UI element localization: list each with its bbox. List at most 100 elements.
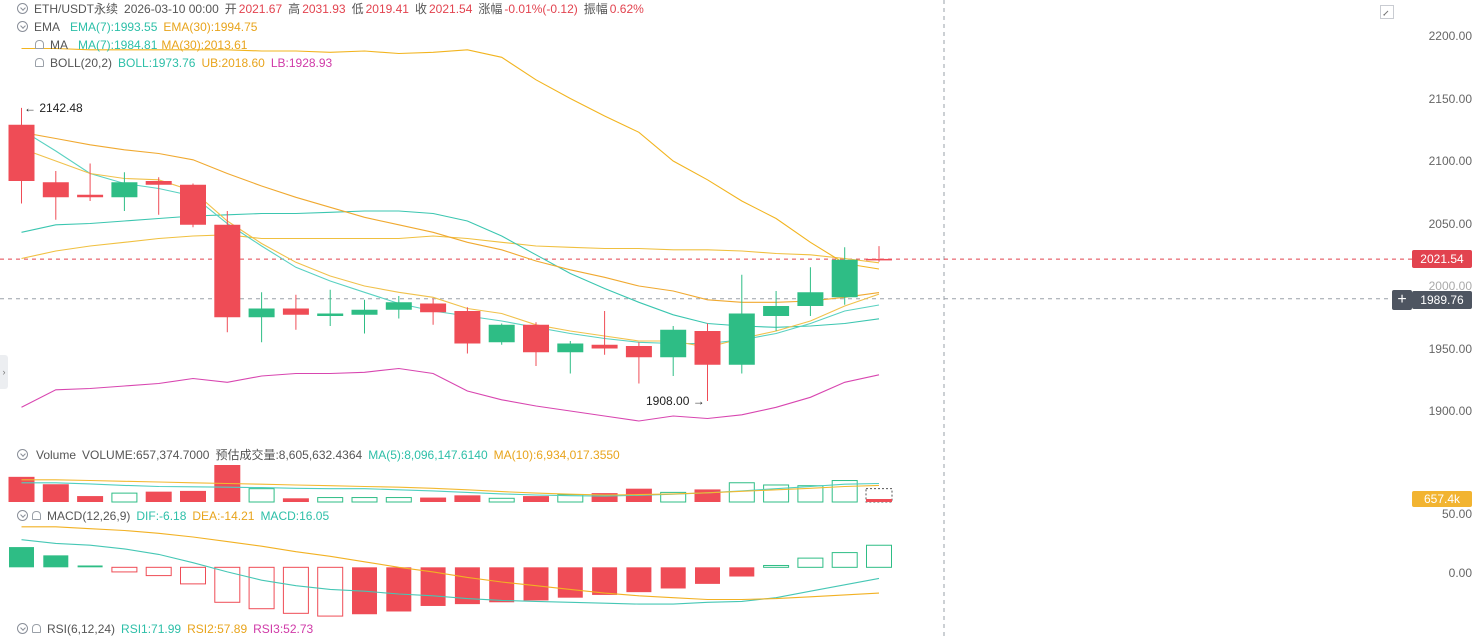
macd-histogram-bar (831, 552, 858, 568)
macd-histogram-bar (523, 567, 549, 601)
candle-body (523, 324, 549, 353)
high-value: 2031.93 (302, 1, 346, 16)
bell-icon[interactable] (32, 624, 41, 633)
boll-name: BOLL(20,2) (50, 55, 113, 70)
macd-histogram-bar (763, 564, 790, 568)
price-tick-label: 2200.00 (1428, 29, 1472, 43)
candle-body (763, 306, 790, 316)
volume-tag: 657.4k (1412, 491, 1472, 507)
macd-histogram-bar (489, 567, 515, 603)
high-label: 高 (288, 2, 301, 16)
macd-histogram-bar (248, 566, 275, 610)
price-tick-label: 2000.00 (1428, 279, 1472, 293)
rsi2-value: RSI2:57.89 (187, 621, 248, 636)
candle-body (454, 311, 481, 344)
collapse-chevron-icon[interactable] (17, 3, 28, 14)
ema30-line (21, 131, 880, 303)
change-label: 涨幅 (478, 2, 503, 16)
last-price-tag: 2021.54 (1412, 250, 1472, 268)
amplitude-value: 0.62% (609, 1, 644, 16)
ma7-line (21, 129, 880, 345)
price-tick-label: 2150.00 (1428, 92, 1472, 106)
macd-histogram-bar (797, 557, 824, 568)
low-annotation: 1908.00 → (646, 394, 705, 408)
candle-body (557, 343, 584, 353)
ma-name: MA (50, 37, 68, 52)
volume-bar (591, 493, 618, 502)
collapse-chevron-icon[interactable] (17, 449, 28, 460)
volume-name: Volume (36, 447, 77, 462)
bell-icon[interactable] (35, 58, 44, 67)
boll-lb-line (21, 367, 880, 422)
bell-icon[interactable] (32, 511, 41, 520)
fullscreen-icon[interactable] (1380, 5, 1394, 19)
macd-histogram-bar (557, 567, 583, 598)
volume-bar (145, 491, 172, 502)
volume-tag-text: 657.4k (1423, 492, 1461, 506)
macd-histogram-bar (111, 566, 138, 573)
candle-body (660, 329, 687, 358)
ema7-value: EMA(7):1993.55 (70, 19, 158, 34)
high-annotation-value: 2142.48 (39, 101, 83, 115)
macd-tick-label: 0.00 (1448, 566, 1472, 580)
candle-body (180, 184, 206, 225)
price-tick-label: 1900.00 (1428, 404, 1472, 418)
add-plus-icon[interactable]: + (1392, 290, 1412, 310)
macd-dea-line (21, 526, 880, 601)
candle-body (145, 181, 172, 185)
macd-histogram-bar (386, 567, 412, 612)
high-annotation: ← 2142.48 (24, 101, 83, 115)
boll-lb-value: LB:1928.93 (270, 55, 333, 70)
volume-legend: Volume VOLUME:657,374.7000 预估成交量:8,605,6… (17, 447, 626, 462)
amplitude-label: 振幅 (583, 2, 608, 16)
macd-histogram-bar (866, 544, 892, 568)
candle-body (488, 324, 515, 343)
datetime-label: 2026-03-10 00:00 (124, 1, 219, 16)
close-label: 收 (414, 2, 427, 16)
volume-bar (111, 492, 138, 503)
ma30-value: MA(30):2013.61 (161, 37, 248, 52)
ema30-value: EMA(30):1994.75 (163, 19, 258, 34)
candle-body (625, 346, 652, 358)
ma7-value: MA(7):1984.81 (78, 37, 158, 52)
candle-body (797, 292, 824, 306)
macd-dif-line (21, 539, 880, 605)
candle-body (8, 124, 35, 181)
macd-histogram-bar (214, 566, 241, 603)
candle-body (694, 331, 721, 365)
low-value: 2019.41 (365, 1, 409, 16)
rsi-name: RSI(6,12,24) (47, 621, 116, 636)
volume-bar (248, 488, 275, 503)
macd-histogram-bar (317, 566, 344, 617)
volume-value: VOLUME:657,374.7000 (82, 447, 210, 462)
candle-body (77, 194, 104, 198)
volume-bar (317, 497, 344, 503)
boll-ub-value: UB:2018.60 (201, 55, 265, 70)
candle-body (591, 344, 618, 349)
candle-body (351, 309, 378, 315)
candle-body (385, 302, 412, 310)
volume-bar (282, 498, 309, 502)
volume-bar (420, 497, 447, 502)
macd-name: MACD(12,26,9) (47, 508, 131, 523)
macd-histogram-bar (660, 567, 686, 589)
macd-dif: DIF:-6.18 (136, 508, 187, 523)
price-tick-label: 2100.00 (1428, 154, 1472, 168)
collapse-chevron-icon[interactable] (17, 623, 28, 634)
volume-ma10-line (21, 479, 880, 496)
collapse-chevron-icon[interactable] (17, 510, 28, 521)
rsi3-value: RSI3:52.73 (253, 621, 314, 636)
change-value: -0.01%(-0.12) (504, 1, 578, 16)
bell-icon[interactable] (35, 40, 44, 49)
volume-bar (454, 495, 481, 502)
sidebar-toggle-icon[interactable]: › (0, 355, 8, 389)
collapse-chevron-icon[interactable] (17, 21, 28, 32)
macd-histogram-bar (145, 566, 172, 577)
rsi-legend: RSI(6,12,24) RSI1:71.99 RSI2:57.89 RSI3:… (17, 621, 319, 636)
macd-histogram-bar (180, 566, 206, 585)
volume-bar (385, 497, 412, 503)
volume-bar (797, 485, 824, 503)
open-label: 开 (224, 2, 237, 16)
macd-histogram-bar (282, 566, 309, 614)
